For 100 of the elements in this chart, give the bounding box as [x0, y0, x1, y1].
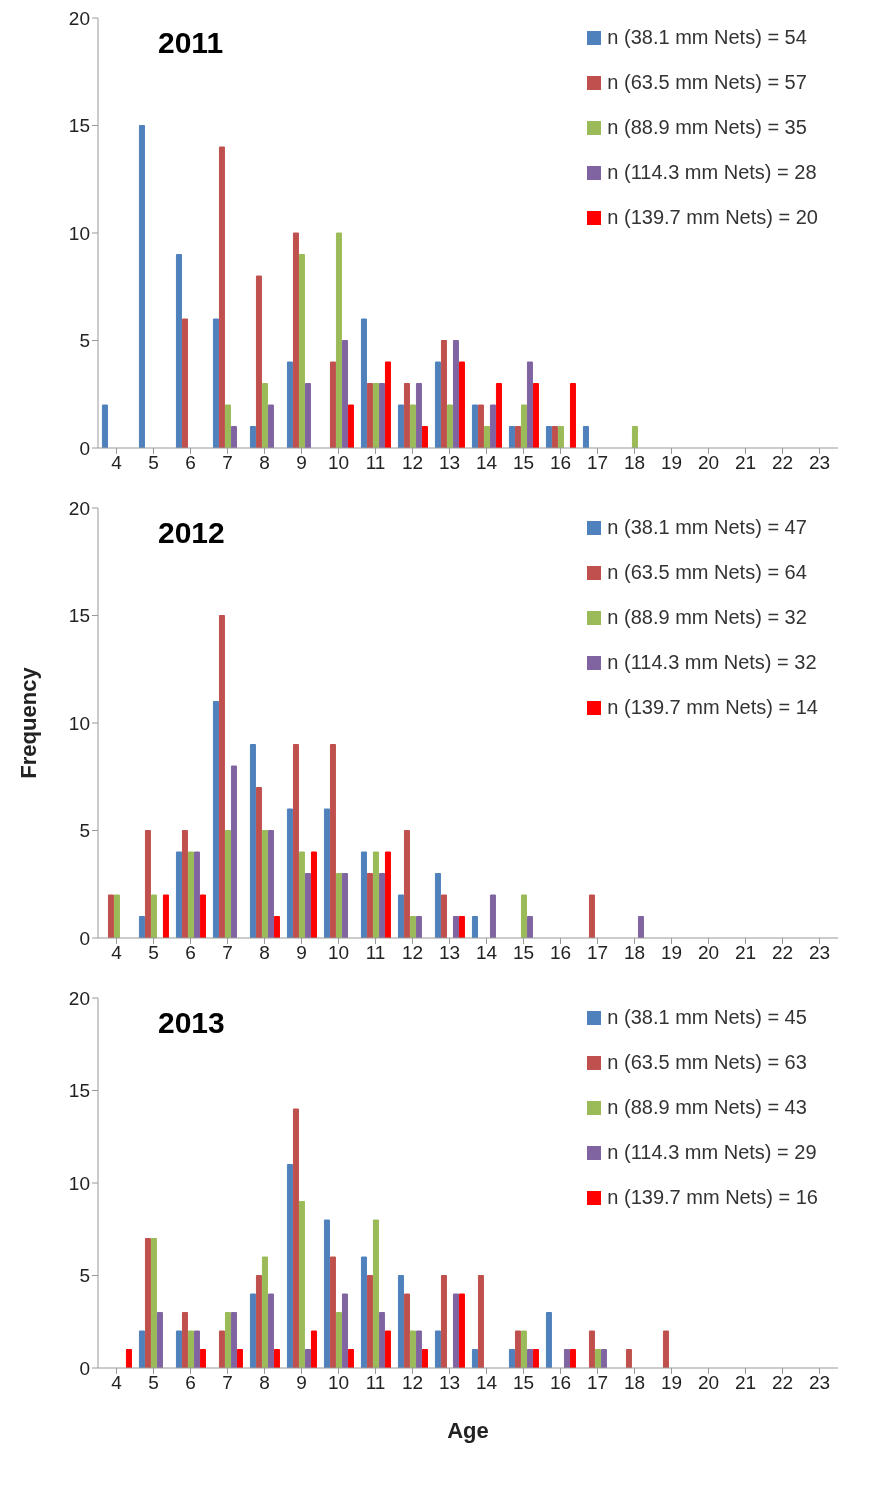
chart-title: 2011	[158, 26, 224, 60]
x-tick-label: 14	[475, 452, 498, 474]
bar	[526, 916, 533, 938]
y-tick-label: 15	[68, 115, 90, 137]
legend-label: n (88.9 mm Nets) = 43	[607, 1096, 807, 1119]
x-tick-label: 7	[222, 452, 233, 474]
bar	[255, 275, 262, 448]
bar	[175, 851, 182, 938]
y-tick-label: 10	[68, 222, 90, 244]
bar	[236, 1349, 243, 1368]
legend-label: n (38.1 mm Nets) = 47	[607, 516, 807, 539]
bar	[125, 1349, 132, 1368]
bar	[255, 1275, 262, 1368]
bar	[434, 1330, 441, 1368]
x-tick-label: 6	[185, 942, 196, 964]
bar	[267, 1293, 274, 1368]
bar	[224, 404, 231, 448]
bar	[230, 765, 237, 938]
x-tick-label: 18	[623, 942, 646, 964]
bar	[329, 744, 336, 938]
bar	[329, 1256, 336, 1368]
y-tick-label: 0	[79, 927, 90, 949]
bar	[384, 361, 391, 448]
bar	[347, 404, 354, 448]
bar	[397, 1275, 404, 1368]
bar	[366, 873, 373, 938]
y-tick-label: 15	[68, 1080, 90, 1102]
bar	[230, 426, 237, 448]
bar	[384, 1330, 391, 1368]
bar	[452, 1293, 459, 1368]
x-tick-label: 19	[660, 1372, 683, 1394]
x-tick-label: 13	[438, 1372, 461, 1394]
x-tick-label: 11	[365, 942, 386, 964]
y-tick-label: 20	[68, 497, 90, 519]
bar	[514, 426, 521, 448]
bar	[212, 701, 219, 938]
bar	[249, 1293, 256, 1368]
bar	[286, 361, 293, 448]
x-tick-label: 18	[623, 1372, 646, 1394]
x-tick-label: 20	[697, 942, 720, 964]
bar	[273, 916, 280, 938]
bar	[193, 1330, 200, 1368]
legend-label: n (88.9 mm Nets) = 32	[607, 606, 807, 629]
x-tick-label: 11	[365, 452, 386, 474]
bar	[508, 1349, 515, 1368]
bar	[514, 1330, 521, 1368]
x-tick-label: 21	[734, 1372, 757, 1394]
bar	[489, 894, 496, 938]
x-tick-label: 17	[586, 942, 609, 964]
x-tick-label: 22	[771, 1372, 794, 1394]
bar	[156, 1312, 163, 1368]
bar	[107, 894, 114, 938]
x-tick-label: 19	[660, 452, 683, 474]
x-tick-label: 15	[512, 1372, 535, 1394]
bar	[569, 1349, 576, 1368]
x-tick-label: 9	[296, 942, 307, 964]
bar	[304, 1349, 311, 1368]
bar	[341, 1293, 348, 1368]
x-tick-label: 10	[327, 452, 350, 474]
bar	[372, 383, 379, 448]
bar	[557, 426, 564, 448]
bar	[150, 894, 157, 938]
y-tick-label: 5	[79, 820, 90, 842]
x-tick-label: 8	[259, 1372, 270, 1394]
bar	[218, 615, 225, 938]
bar	[600, 1349, 607, 1368]
bar	[230, 1312, 237, 1368]
y-tick-label: 5	[79, 330, 90, 352]
legend-label: n (63.5 mm Nets) = 57	[607, 71, 807, 94]
bar	[255, 787, 262, 938]
bar	[138, 1330, 145, 1368]
y-tick-label: 20	[68, 7, 90, 29]
bar	[187, 851, 194, 938]
legend-label: n (88.9 mm Nets) = 35	[607, 116, 807, 139]
bar	[138, 916, 145, 938]
bar	[267, 404, 274, 448]
bar	[144, 830, 151, 938]
bar	[218, 146, 225, 448]
bar	[489, 404, 496, 448]
bar	[187, 1330, 194, 1368]
bar	[224, 1312, 231, 1368]
bar	[304, 383, 311, 448]
bar	[273, 1349, 280, 1368]
bar	[310, 1330, 317, 1368]
bar	[329, 361, 336, 448]
bar	[218, 1330, 225, 1368]
x-tick-label: 23	[808, 1372, 831, 1394]
bar	[520, 404, 527, 448]
bar	[199, 1349, 206, 1368]
y-tick-label: 0	[79, 437, 90, 459]
bar	[551, 426, 558, 448]
bar	[175, 1330, 182, 1368]
bar	[526, 1349, 533, 1368]
chart-title: 2013	[158, 1006, 225, 1040]
bar	[421, 1349, 428, 1368]
x-tick-label: 23	[808, 942, 831, 964]
bar	[415, 383, 422, 448]
x-tick-label: 12	[401, 452, 424, 474]
bar	[415, 916, 422, 938]
bar	[397, 894, 404, 938]
